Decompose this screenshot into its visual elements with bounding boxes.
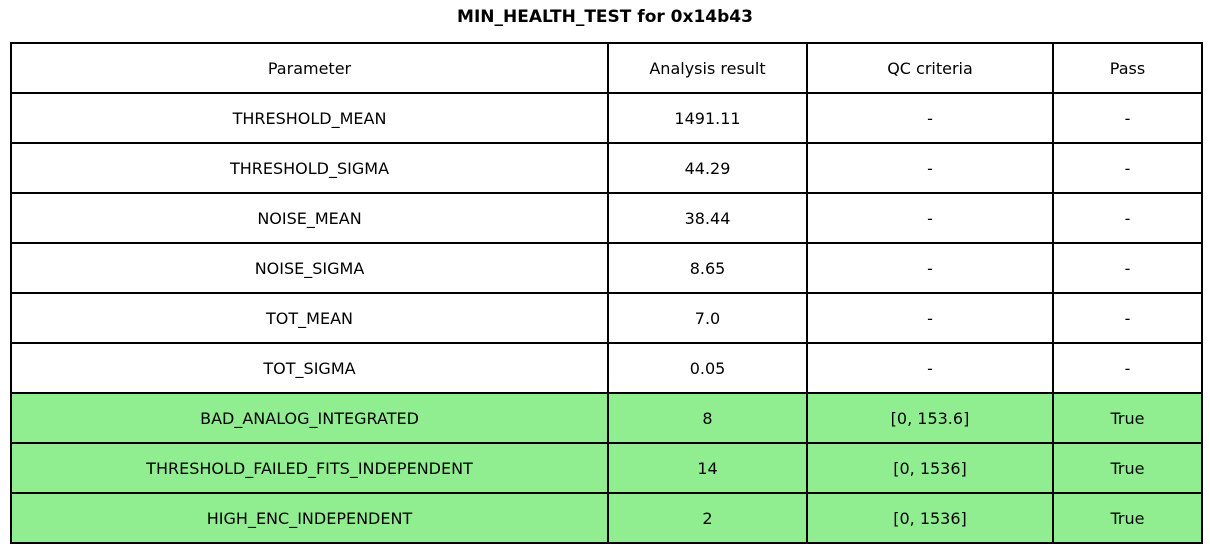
qc-criteria-cell: - xyxy=(806,92,1054,144)
pass-cell: - xyxy=(1052,92,1203,144)
table-row: TOT_MEAN 7.0 - - xyxy=(10,292,1203,344)
table-row: THRESHOLD_MEAN 1491.11 - - xyxy=(10,92,1203,144)
parameter-cell: THRESHOLD_SIGMA xyxy=(10,142,609,194)
parameter-cell: TOT_MEAN xyxy=(10,292,609,344)
pass-cell: True xyxy=(1052,492,1203,544)
qc-criteria-cell: - xyxy=(806,292,1054,344)
qc-criteria-cell: [0, 1536] xyxy=(806,442,1054,494)
qc-criteria-cell: - xyxy=(806,142,1054,194)
parameter-cell: NOISE_MEAN xyxy=(10,192,609,244)
pass-cell: - xyxy=(1052,142,1203,194)
parameter-cell: NOISE_SIGMA xyxy=(10,242,609,294)
parameter-cell: THRESHOLD_FAILED_FITS_INDEPENDENT xyxy=(10,442,609,494)
qc-criteria-cell: - xyxy=(806,192,1054,244)
parameter-cell: TOT_SIGMA xyxy=(10,342,609,394)
table-row-passed: BAD_ANALOG_INTEGRATED 8 [0, 153.6] True xyxy=(10,392,1203,444)
pass-cell: - xyxy=(1052,192,1203,244)
table-row-passed: THRESHOLD_FAILED_FITS_INDEPENDENT 14 [0,… xyxy=(10,442,1203,494)
analysis-result-cell: 2 xyxy=(607,492,808,544)
qc-criteria-cell: [0, 1536] xyxy=(806,492,1054,544)
min-health-test-table: Parameter Analysis result QC criteria Pa… xyxy=(10,42,1203,544)
table-header-row: Parameter Analysis result QC criteria Pa… xyxy=(10,42,1203,94)
column-header-parameter: Parameter xyxy=(10,42,609,94)
table-row-passed: HIGH_ENC_INDEPENDENT 2 [0, 1536] True xyxy=(10,492,1203,544)
analysis-result-cell: 7.0 xyxy=(607,292,808,344)
analysis-result-cell: 8 xyxy=(607,392,808,444)
table-row: NOISE_MEAN 38.44 - - xyxy=(10,192,1203,244)
analysis-result-cell: 44.29 xyxy=(607,142,808,194)
analysis-result-cell: 8.65 xyxy=(607,242,808,294)
pass-cell: - xyxy=(1052,292,1203,344)
column-header-qc-criteria: QC criteria xyxy=(806,42,1054,94)
page-title: MIN_HEALTH_TEST for 0x14b43 xyxy=(457,7,753,27)
analysis-result-cell: 38.44 xyxy=(607,192,808,244)
qc-criteria-cell: - xyxy=(806,242,1054,294)
parameter-cell: BAD_ANALOG_INTEGRATED xyxy=(10,392,609,444)
table-row: THRESHOLD_SIGMA 44.29 - - xyxy=(10,142,1203,194)
table-row: NOISE_SIGMA 8.65 - - xyxy=(10,242,1203,294)
qc-criteria-cell: - xyxy=(806,342,1054,394)
analysis-result-cell: 0.05 xyxy=(607,342,808,394)
pass-cell: - xyxy=(1052,242,1203,294)
qc-criteria-cell: [0, 153.6] xyxy=(806,392,1054,444)
column-header-analysis-result: Analysis result xyxy=(607,42,808,94)
analysis-result-cell: 1491.11 xyxy=(607,92,808,144)
analysis-result-cell: 14 xyxy=(607,442,808,494)
pass-cell: - xyxy=(1052,342,1203,394)
pass-cell: True xyxy=(1052,392,1203,444)
pass-cell: True xyxy=(1052,442,1203,494)
column-header-pass: Pass xyxy=(1052,42,1203,94)
table-row: TOT_SIGMA 0.05 - - xyxy=(10,342,1203,394)
parameter-cell: THRESHOLD_MEAN xyxy=(10,92,609,144)
parameter-cell: HIGH_ENC_INDEPENDENT xyxy=(10,492,609,544)
